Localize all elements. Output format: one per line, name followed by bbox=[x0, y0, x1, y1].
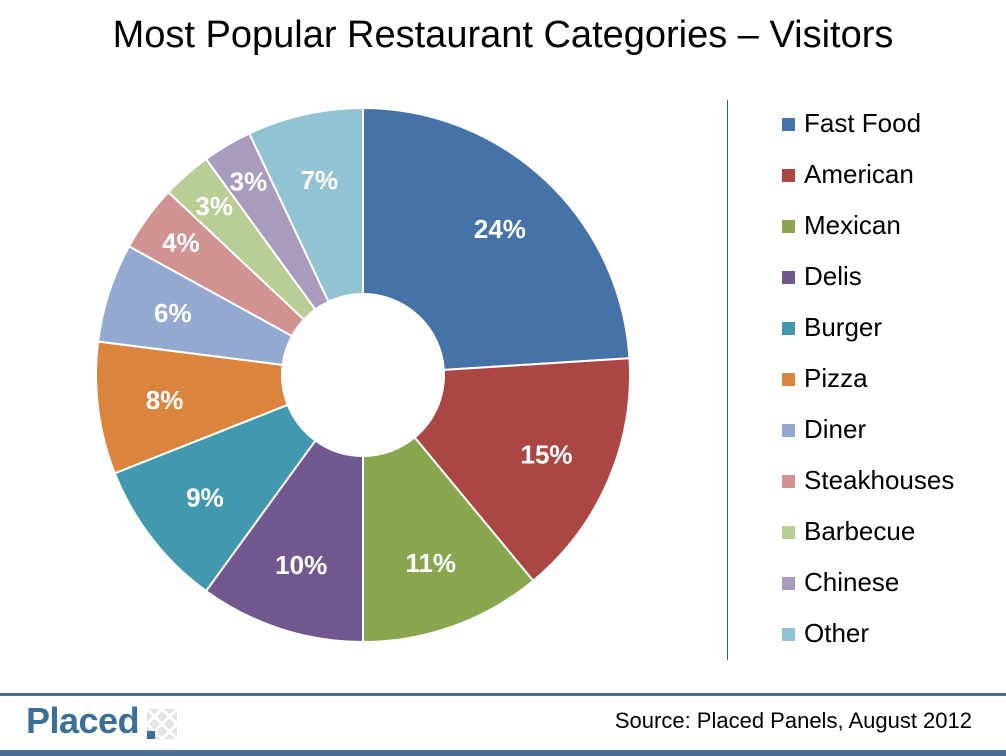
legend-label: Fast Food bbox=[804, 108, 922, 138]
legend-swatch bbox=[782, 220, 795, 233]
footer-rule-top bbox=[0, 693, 1006, 696]
legend-label: Other bbox=[804, 618, 870, 648]
legend-label: Steakhouses bbox=[804, 465, 955, 495]
legend-label: Chinese bbox=[804, 567, 900, 597]
legend-swatch bbox=[782, 424, 795, 437]
source-note: Source: Placed Panels, August 2012 bbox=[614, 708, 972, 733]
data-label-burger: 9% bbox=[186, 483, 224, 513]
data-label-delis: 10% bbox=[275, 550, 327, 580]
legend-label: American bbox=[804, 159, 914, 189]
legend-swatch bbox=[782, 373, 795, 386]
legend-swatch bbox=[782, 118, 795, 131]
chart-title: Most Popular Restaurant Categories – Vis… bbox=[112, 14, 894, 56]
data-label-other: 7% bbox=[301, 165, 339, 195]
legend-swatch bbox=[782, 169, 795, 182]
legend-label: Barbecue bbox=[804, 516, 916, 546]
legend-swatch bbox=[782, 475, 795, 488]
placed-logo: Placed bbox=[26, 700, 140, 741]
legend-swatch bbox=[782, 526, 795, 539]
data-label-barbecue: 3% bbox=[195, 191, 233, 221]
legend-swatch bbox=[782, 322, 795, 335]
data-label-chinese: 3% bbox=[230, 166, 268, 196]
slice-burger bbox=[113, 403, 317, 593]
legend-label: Pizza bbox=[804, 363, 868, 393]
slice-american bbox=[413, 357, 631, 583]
footer-rule-bottom bbox=[0, 750, 1006, 756]
slice-mexican bbox=[362, 436, 535, 644]
legend-label: Delis bbox=[804, 261, 862, 291]
legend-label: Burger bbox=[804, 312, 883, 342]
data-label-diner: 6% bbox=[154, 298, 192, 328]
data-label-steakhouses: 4% bbox=[162, 228, 200, 258]
data-label-american: 15% bbox=[521, 439, 573, 469]
data-label-fast-food: 24% bbox=[474, 214, 526, 244]
legend-label: Diner bbox=[804, 414, 867, 444]
placed-logo-icon bbox=[147, 709, 177, 739]
legend-swatch bbox=[782, 577, 795, 590]
slice-delis bbox=[204, 439, 364, 644]
data-label-pizza: 8% bbox=[146, 385, 184, 415]
legend-label: Mexican bbox=[804, 210, 901, 240]
slice-fast-food bbox=[362, 106, 631, 371]
slice-other bbox=[247, 106, 364, 304]
legend-swatch bbox=[782, 628, 795, 641]
data-label-mexican: 11% bbox=[405, 548, 456, 578]
legend-swatch bbox=[782, 271, 795, 284]
legend-divider bbox=[727, 100, 728, 660]
